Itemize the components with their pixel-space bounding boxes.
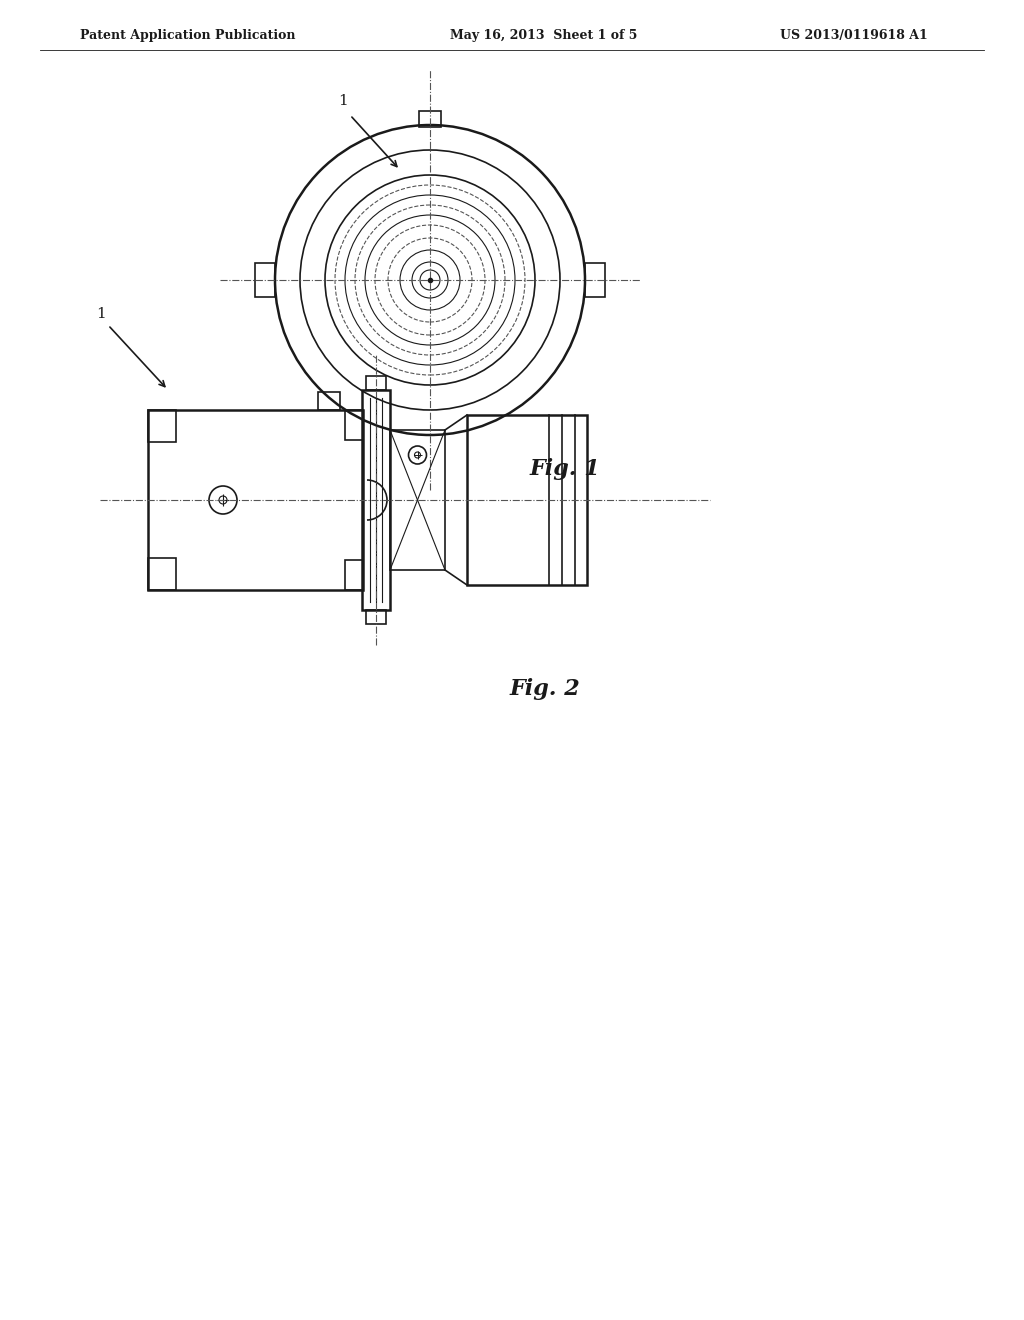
Bar [148,411,176,442]
Text: Fig. 2: Fig. 2 [510,678,581,700]
Bar [345,411,362,440]
Bar [148,411,362,590]
Text: 1: 1 [96,308,105,321]
Bar [148,558,176,590]
Bar [419,111,441,127]
Bar [467,414,587,585]
Bar [345,560,362,590]
Text: US 2013/0119618 A1: US 2013/0119618 A1 [780,29,928,41]
Bar [255,263,275,297]
Bar [362,389,390,610]
Bar [585,263,605,297]
Bar [318,392,340,409]
Text: Patent Application Publication: Patent Application Publication [80,29,296,41]
Bar [366,376,386,389]
Bar [390,430,445,570]
Text: May 16, 2013  Sheet 1 of 5: May 16, 2013 Sheet 1 of 5 [450,29,637,41]
Bar [366,610,386,624]
Text: Fig. 1: Fig. 1 [530,458,601,480]
Text: 1: 1 [338,94,348,108]
